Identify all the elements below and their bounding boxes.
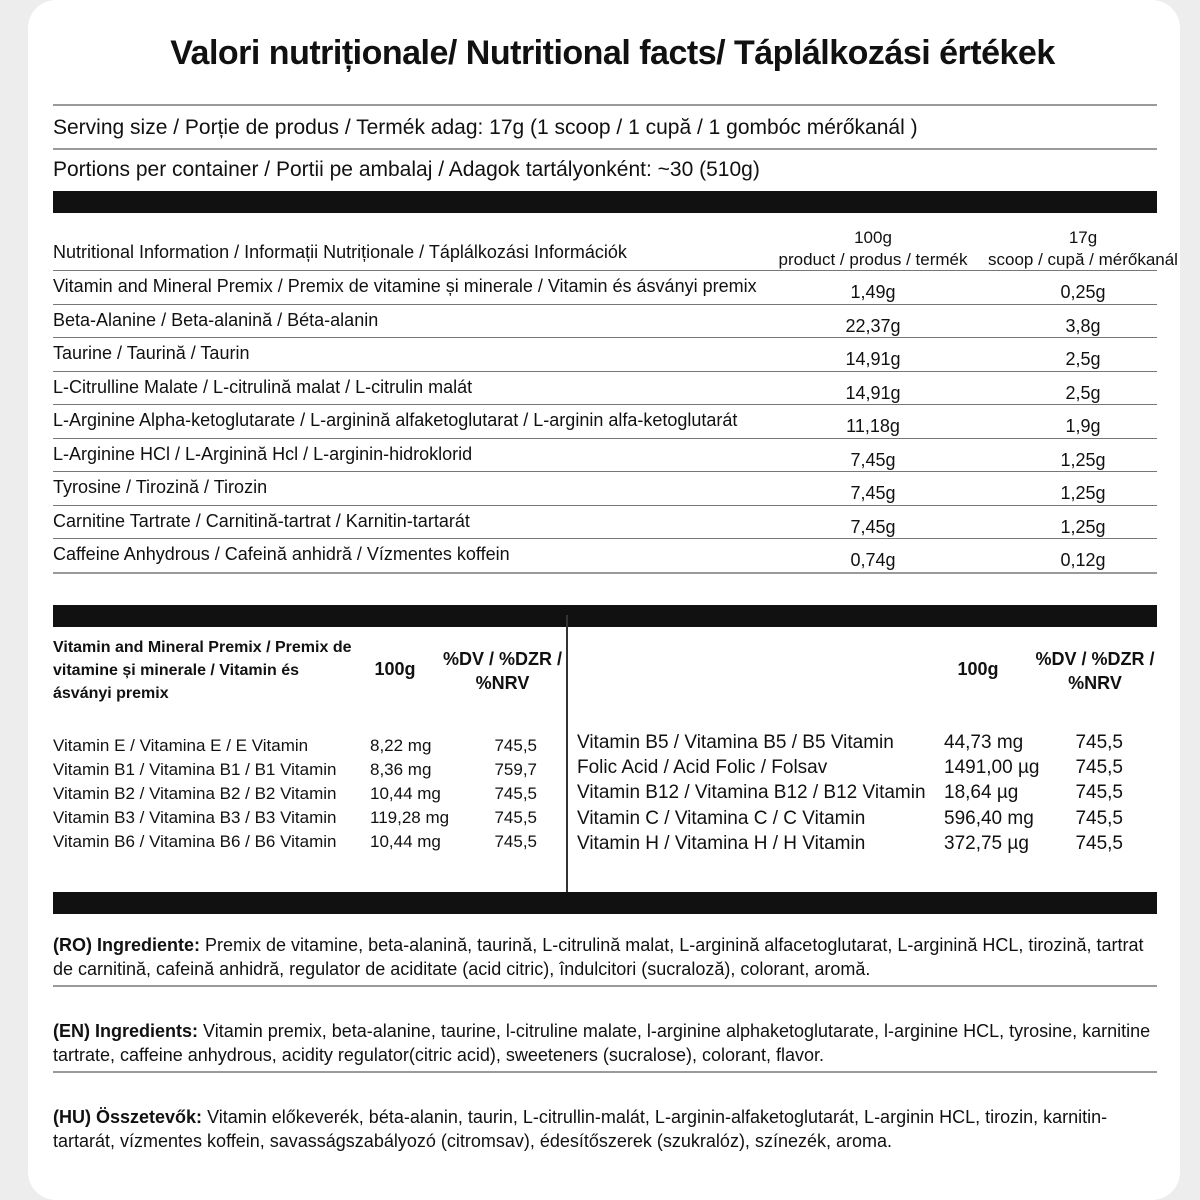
divider xyxy=(53,985,1157,987)
row-divider xyxy=(53,504,1157,506)
divider xyxy=(53,1071,1157,1073)
vitamin-name: Vitamin H / Vitamina H / H Vitamin xyxy=(577,832,866,854)
value-serving: 1,25g xyxy=(1060,449,1106,470)
value-100g: 0,74g xyxy=(850,550,896,570)
nutrient-name: L-Citrulline Malate / L-citrulină malat … xyxy=(53,376,473,397)
black-bar xyxy=(53,191,1157,213)
vitamin-name: Vitamin B2 / Vitamina B2 / B2 Vitamin xyxy=(53,784,337,803)
ingredient-label: (RO) Ingrediente: xyxy=(53,935,200,955)
vitamin-header: %DV / %DZR / %NRV xyxy=(442,649,562,693)
value-serving: 1,9g xyxy=(1065,416,1101,436)
ingredient-block: (RO) Ingrediente: Premix de vitamine, be… xyxy=(53,933,1163,981)
value-serving: 1,25g xyxy=(1060,516,1106,537)
value-serving: 1,25g xyxy=(1060,483,1106,503)
ingredient-label: (EN) Ingredients: xyxy=(53,1021,199,1041)
vitamin-header: 100g xyxy=(957,659,999,679)
vitamin-header: 100g xyxy=(374,659,416,679)
vitamin-amount: 372,75 µg xyxy=(944,832,1029,854)
ingredient-text: Vitamin előkeverék, béta-alanin, taurin,… xyxy=(53,1107,1108,1151)
value-serving: 2,5g xyxy=(1065,349,1101,369)
vitamin-amount: 1491,00 µg xyxy=(944,757,1040,779)
nutrient-name: Beta-Alanine / Beta-alanină / Béta-alani… xyxy=(53,309,379,330)
vitamin-header: Vitamin and Mineral Premix / Premix de v… xyxy=(53,639,352,702)
value-100g: 14,91g xyxy=(845,349,901,369)
column-divider xyxy=(566,615,568,892)
vitamin-amount: 119,28 mg xyxy=(370,808,450,827)
vitamin-name: Vitamin B5 / Vitamina B5 / B5 Vitamin xyxy=(577,732,894,753)
vitamin-name: Vitamin B6 / Vitamina B6 / B6 Vitamin xyxy=(53,832,337,851)
vitamin-dv: 745,5 xyxy=(1075,782,1123,804)
value-100g: 14,91g xyxy=(845,382,901,403)
nutrient-name: Tyrosine / Tirozină / Tirozin xyxy=(53,477,268,497)
ingredient-block: (EN) Ingredients: Vitamin premix, beta-a… xyxy=(53,1019,1163,1067)
value-100g: 7,45g xyxy=(850,449,896,470)
row-divider xyxy=(53,404,1157,405)
vitamin-dv: 745,5 xyxy=(1075,757,1123,779)
row-divider xyxy=(53,303,1157,305)
ingredient-text: Vitamin premix, beta-alanine, taurine, l… xyxy=(53,1021,1151,1065)
vitamin-dv: 745,5 xyxy=(1075,807,1123,829)
vitamin-amount: 8,36 mg xyxy=(370,760,432,779)
vitamin-name: Folic Acid / Acid Folic / Folsav xyxy=(577,757,828,779)
vitamin-dv: 745,5 xyxy=(1075,732,1123,753)
row-divider xyxy=(53,437,1157,439)
portions: Portions per container / Portii pe ambal… xyxy=(53,158,760,181)
value-100g: 1,49g xyxy=(850,282,896,302)
divider xyxy=(53,148,1157,150)
vitamin-dv: 745,5 xyxy=(494,808,537,827)
row-divider xyxy=(53,538,1157,539)
col-header: product / produs / termék xyxy=(778,250,968,269)
ingredient-label: (HU) Összetevők: xyxy=(53,1107,203,1127)
vitamin-header: %DV / %DZR / %NRV xyxy=(1035,649,1155,693)
title: Valori nutriționale/ Nutritional facts/ … xyxy=(170,34,1055,72)
vitamin-amount: 10,44 mg xyxy=(370,832,441,851)
vitamin-name: Vitamin E / Vitamina E / E Vitamin xyxy=(53,736,309,755)
row-divider xyxy=(53,337,1157,338)
value-serving: 0,25g xyxy=(1060,282,1106,302)
nutrient-name: Taurine / Taurină / Taurin xyxy=(53,343,250,363)
col-header: 17g xyxy=(1068,228,1098,247)
vitamin-dv: 759,7 xyxy=(494,760,537,779)
vitamin-amount: 8,22 mg xyxy=(370,736,432,755)
nutrient-name: L-Arginine Alpha-ketoglutarate / L-argin… xyxy=(53,410,738,430)
value-serving: 3,8g xyxy=(1065,315,1101,336)
vitamin-amount: 10,44 mg xyxy=(370,784,441,803)
vitamin-name: Vitamin B12 / Vitamina B12 / B12 Vitamin xyxy=(577,782,926,804)
vitamin-dv: 745,5 xyxy=(494,736,537,755)
row-divider xyxy=(53,270,1157,271)
value-100g: 22,37g xyxy=(845,315,901,336)
value-100g: 7,45g xyxy=(850,483,896,503)
vitamin-dv: 745,5 xyxy=(1075,832,1123,854)
black-bar xyxy=(53,892,1157,914)
ingredient-block: (HU) Összetevők: Vitamin előkeverék, bét… xyxy=(53,1105,1163,1153)
serving-size: Serving size / Porție de produs / Termék… xyxy=(53,116,918,139)
vitamin-amount: 18,64 µg xyxy=(944,782,1019,804)
table-header: Nutritional Information / Informații Nut… xyxy=(53,242,627,262)
vitamin-name: Vitamin B3 / Vitamina B3 / B3 Vitamin xyxy=(53,808,337,827)
vitamin-dv: 745,5 xyxy=(494,832,537,851)
value-serving: 2,5g xyxy=(1065,382,1101,403)
col-header: scoop / cupă / mérőkanál xyxy=(988,250,1178,269)
value-serving: 0,12g xyxy=(1060,550,1106,570)
black-bar xyxy=(53,605,1157,627)
vitamin-name: Vitamin B1 / Vitamina B1 / B1 Vitamin xyxy=(53,760,337,779)
value-100g: 11,18g xyxy=(846,416,900,436)
vitamin-amount: 44,73 mg xyxy=(944,732,1024,753)
value-100g: 7,45g xyxy=(850,516,896,537)
vitamin-dv: 745,5 xyxy=(494,784,537,803)
row-divider xyxy=(53,571,1157,574)
vitamin-name: Vitamin C / Vitamina C / C Vitamin xyxy=(577,807,866,829)
ingredient-text: Premix de vitamine, beta-alanină, taurin… xyxy=(53,935,1144,979)
nutrient-name: L-Arginine HCl / L-Arginină Hcl / L-argi… xyxy=(53,443,473,464)
row-divider xyxy=(53,370,1157,372)
nutrient-name: Carnitine Tartrate / Carnitină-tartrat /… xyxy=(53,510,470,531)
row-divider xyxy=(53,471,1157,472)
nutrient-name: Vitamin and Mineral Premix / Premix de v… xyxy=(53,276,757,296)
divider xyxy=(53,104,1157,106)
vitamin-amount: 596,40 mg xyxy=(944,807,1034,829)
nutrient-name: Caffeine Anhydrous / Cafeină anhidră / V… xyxy=(53,544,510,564)
col-header: 100g xyxy=(854,228,892,247)
